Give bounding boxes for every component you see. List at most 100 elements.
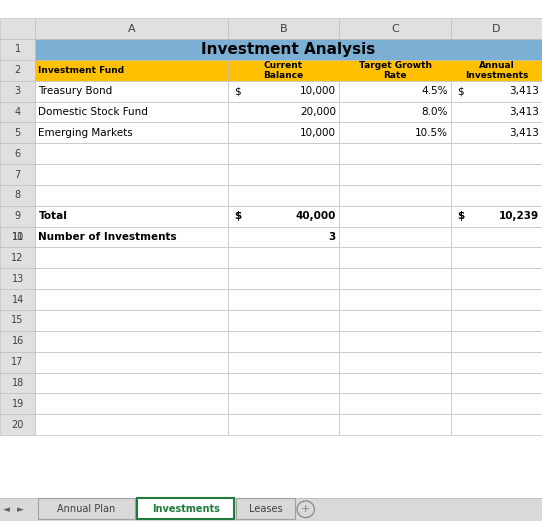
Bar <box>137 498 234 519</box>
Text: Leases: Leases <box>249 504 283 514</box>
Bar <box>451 247 542 268</box>
Text: 4.5%: 4.5% <box>421 86 448 96</box>
Text: 10,239: 10,239 <box>499 211 539 221</box>
Bar <box>0 498 542 521</box>
Text: 3: 3 <box>15 86 21 96</box>
Bar <box>0 164 35 185</box>
Bar <box>228 227 339 247</box>
Bar <box>35 352 228 373</box>
Bar <box>451 289 542 310</box>
Bar <box>451 373 542 393</box>
Bar <box>451 352 542 373</box>
Bar <box>35 268 228 289</box>
Bar <box>451 268 542 289</box>
Bar <box>35 81 228 102</box>
Bar <box>451 414 542 435</box>
Bar <box>0 185 35 206</box>
Bar <box>339 185 451 206</box>
Bar <box>228 143 339 164</box>
Text: C: C <box>391 23 399 34</box>
Bar <box>451 310 542 331</box>
Text: Total: Total <box>38 211 67 221</box>
Bar <box>228 206 339 227</box>
Bar <box>339 206 451 227</box>
Text: Investments: Investments <box>152 504 220 514</box>
Text: Number of Investments: Number of Investments <box>38 232 177 242</box>
Bar <box>35 143 228 164</box>
Text: +: + <box>301 504 311 514</box>
Bar <box>0 331 35 352</box>
Text: 19: 19 <box>11 399 24 409</box>
Text: 5: 5 <box>15 128 21 138</box>
Bar <box>35 373 228 393</box>
Text: 10: 10 <box>11 232 24 242</box>
Bar <box>451 81 542 102</box>
Text: 17: 17 <box>11 357 24 367</box>
Bar <box>38 498 135 519</box>
Bar <box>228 414 339 435</box>
Bar <box>228 122 339 143</box>
Text: 3: 3 <box>329 232 336 242</box>
Bar <box>0 289 35 310</box>
Text: 16: 16 <box>11 336 24 346</box>
Text: Investment Analysis: Investment Analysis <box>202 42 376 57</box>
Bar <box>35 185 228 206</box>
Bar <box>339 227 451 247</box>
Bar <box>339 81 451 102</box>
Bar <box>339 122 451 143</box>
Text: 10.5%: 10.5% <box>415 128 448 138</box>
Bar <box>0 143 35 164</box>
Text: $: $ <box>234 211 242 221</box>
Bar <box>228 164 339 185</box>
Bar <box>0 227 35 247</box>
Bar <box>0 393 35 414</box>
Bar <box>451 122 542 143</box>
Text: 10,000: 10,000 <box>300 128 336 138</box>
Text: 4: 4 <box>15 107 21 117</box>
Bar <box>35 18 228 39</box>
Bar <box>339 164 451 185</box>
Bar <box>0 39 35 60</box>
Bar <box>0 352 35 373</box>
Bar <box>451 164 542 185</box>
Bar <box>339 310 451 331</box>
Text: Current
Balance: Current Balance <box>263 60 304 80</box>
Bar <box>35 227 228 247</box>
Text: D: D <box>492 23 501 34</box>
Bar <box>35 122 228 143</box>
Bar <box>339 393 451 414</box>
Text: 6: 6 <box>15 148 21 159</box>
Bar <box>451 102 542 122</box>
Bar <box>339 227 451 247</box>
Bar <box>35 102 228 122</box>
Bar <box>236 498 295 519</box>
Bar <box>35 39 542 60</box>
Text: ◄: ◄ <box>3 505 10 514</box>
Bar <box>35 227 228 247</box>
Bar <box>451 60 542 81</box>
Text: B: B <box>280 23 287 34</box>
Bar <box>228 102 339 122</box>
Text: Investment Fund: Investment Fund <box>38 66 125 75</box>
Bar <box>228 60 339 81</box>
Bar <box>0 414 35 435</box>
Bar <box>35 331 228 352</box>
Text: 8.0%: 8.0% <box>421 107 448 117</box>
Bar <box>35 310 228 331</box>
Text: 3,413: 3,413 <box>509 128 539 138</box>
Bar <box>339 352 451 373</box>
Text: 18: 18 <box>11 378 24 388</box>
Text: Annual
Investments: Annual Investments <box>464 60 528 80</box>
Bar <box>35 164 228 185</box>
Text: 20,000: 20,000 <box>300 107 336 117</box>
Bar <box>35 206 228 227</box>
Text: $: $ <box>234 86 241 96</box>
Bar <box>228 289 339 310</box>
Bar <box>339 60 451 81</box>
Bar <box>0 206 35 227</box>
Bar <box>228 227 339 247</box>
Text: Treasury Bond: Treasury Bond <box>38 86 113 96</box>
Bar <box>228 81 339 102</box>
Text: A: A <box>128 23 136 34</box>
Bar <box>35 247 228 268</box>
